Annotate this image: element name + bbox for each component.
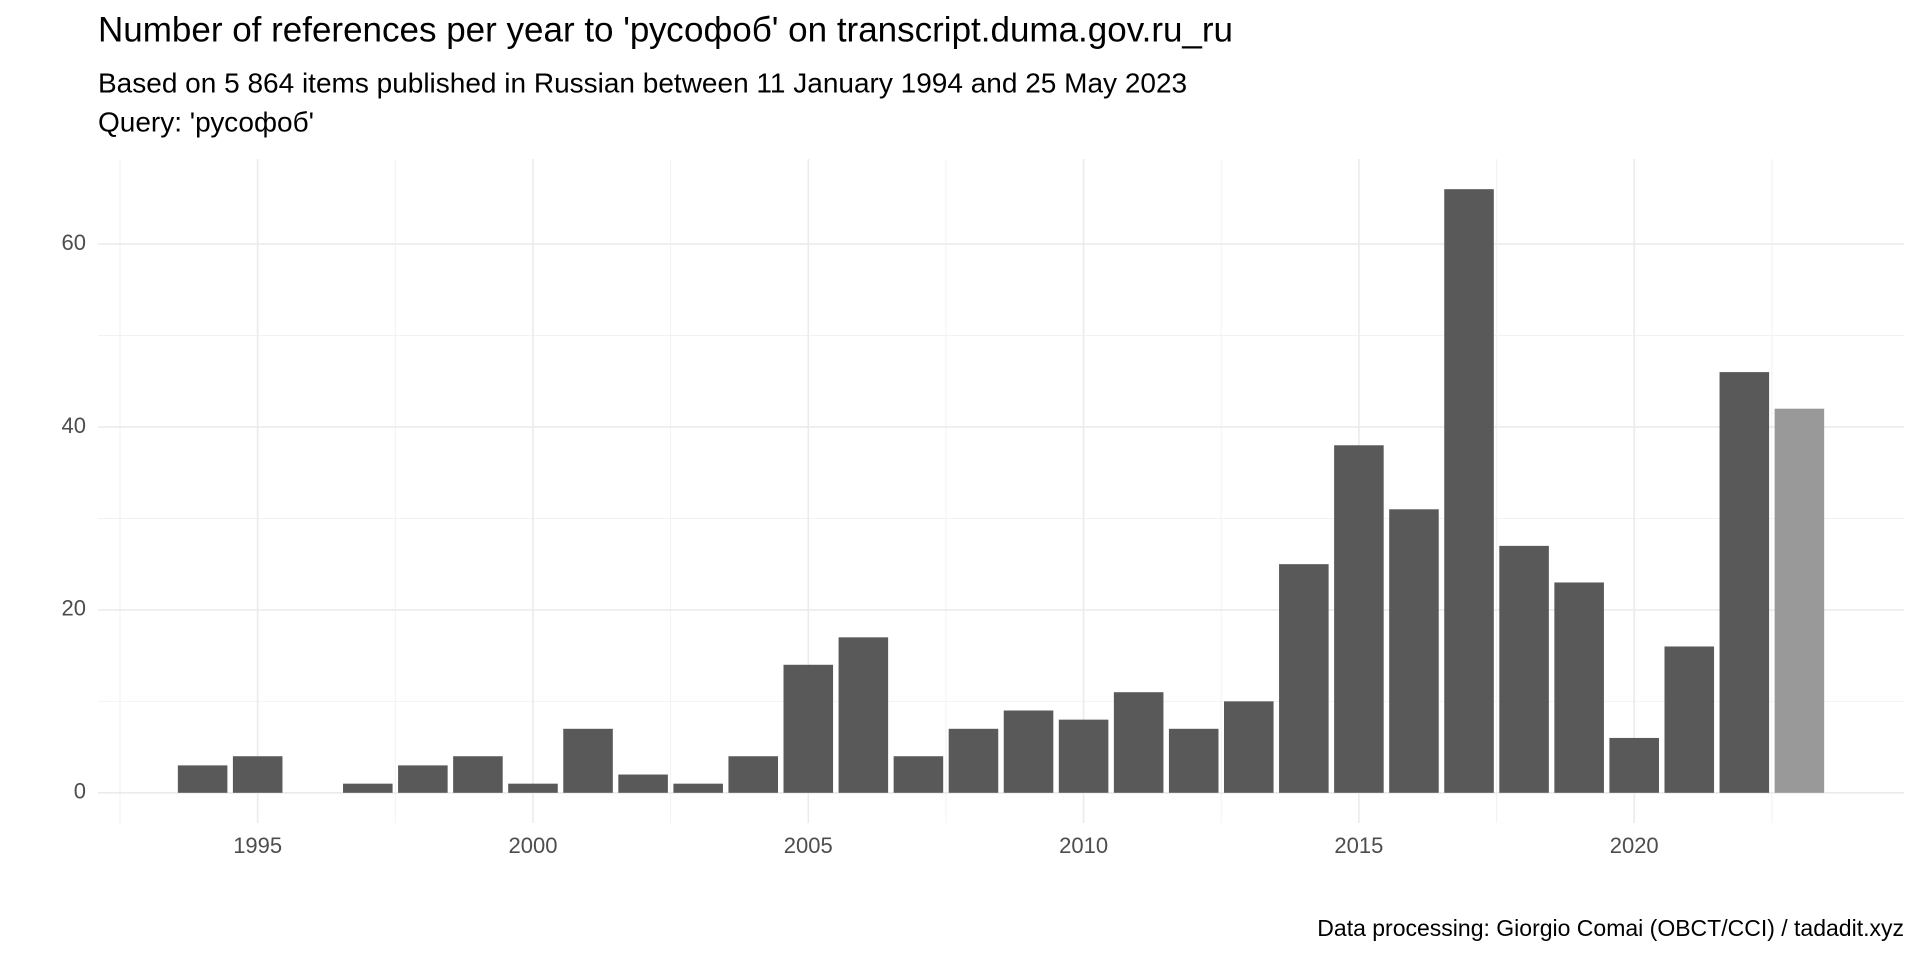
- bar: [1444, 189, 1494, 793]
- x-tick-label: 2005: [784, 833, 833, 858]
- bar: [673, 783, 723, 793]
- x-tick-label: 2020: [1610, 833, 1659, 858]
- chart-title: Number of references per year to 'русофо…: [98, 10, 1233, 49]
- bar: [1113, 692, 1164, 793]
- bar: [177, 765, 228, 793]
- bar: [1554, 582, 1604, 793]
- bar: [1334, 445, 1384, 793]
- bar: [1279, 564, 1329, 793]
- chart-subtitle: Based on 5 864 items published in Russia…: [98, 67, 1187, 98]
- bar: [1499, 545, 1549, 793]
- bar: [1058, 719, 1109, 793]
- x-tick-label: 1995: [233, 833, 282, 858]
- y-tick-label: 60: [62, 230, 86, 255]
- bar: [783, 664, 834, 793]
- bar: [948, 728, 999, 793]
- bar: [1609, 737, 1659, 793]
- bar: [563, 728, 613, 793]
- bar: [728, 756, 779, 793]
- y-tick-label: 20: [62, 596, 86, 621]
- query: Query: 'русофоб': [98, 106, 314, 137]
- bar: [1719, 372, 1770, 793]
- bar: [508, 783, 558, 793]
- bar: [453, 756, 503, 793]
- bar: [893, 756, 944, 793]
- bar: [838, 637, 889, 793]
- y-tick-label: 0: [74, 779, 86, 804]
- y-tick-label: 40: [62, 413, 86, 438]
- bar: [1223, 701, 1274, 793]
- x-tick-label: 2015: [1334, 833, 1383, 858]
- bar: [1168, 728, 1219, 793]
- bar: [1664, 646, 1715, 793]
- bar: [1774, 408, 1825, 793]
- x-tick-label: 2000: [509, 833, 558, 858]
- caption: Data processing: Giorgio Comai (OBCT/CCI…: [1317, 915, 1904, 941]
- bar: [232, 756, 283, 793]
- x-tick-label: 2010: [1059, 833, 1108, 858]
- bar: [1389, 509, 1439, 793]
- bar: [343, 783, 393, 793]
- bar: [618, 774, 668, 793]
- bar: [1003, 710, 1054, 793]
- bar: [398, 765, 448, 793]
